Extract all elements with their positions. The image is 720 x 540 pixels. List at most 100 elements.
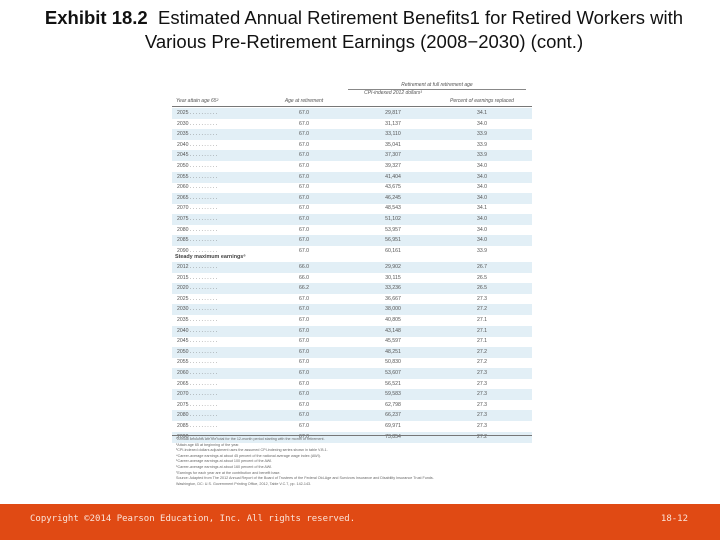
- row-year: 2035 . . . . . . . . . .: [177, 317, 218, 323]
- table-row: 2035 . . . . . . . . . . 67.0 40,805 27.1: [172, 315, 532, 326]
- row-percent: 27.2: [476, 433, 488, 440]
- row-percent: 27.3: [476, 391, 488, 398]
- row-age: 67.0: [298, 163, 310, 169]
- table-row: 2090 . . . . . . . . . . 67.0 60,161 33.9: [172, 246, 532, 257]
- row-percent: 27.3: [476, 401, 488, 408]
- row-percent: 34.1: [476, 205, 488, 212]
- table-row: 2055 . . . . . . . . . . 67.0 41,404 34.0: [172, 171, 532, 183]
- table-row: 2025 . . . . . . . . . . 67.0 36,667 27.3: [172, 294, 532, 305]
- table-row: 2050 . . . . . . . . . . 67.0 48,251 27.2: [172, 346, 532, 358]
- table-row: 2030 . . . . . . . . . . 67.0 38,000 27.2: [172, 304, 532, 316]
- row-year: 2070 . . . . . . . . . .: [177, 391, 218, 398]
- row-year: 2090 . . . . . . . . . .: [177, 247, 218, 254]
- row-age: 66.2: [298, 285, 310, 292]
- row-dollars: 39,327: [385, 163, 401, 169]
- row-dollars: 69,971: [385, 423, 401, 429]
- row-dollars: 51,102: [385, 216, 401, 222]
- col-header-percent: Percent of earnings replaced: [450, 98, 514, 104]
- row-dollars: 43,675: [385, 184, 401, 191]
- row-percent: 34.0: [476, 163, 488, 169]
- row-percent: 34.0: [476, 226, 488, 233]
- footer-rule: [172, 435, 532, 436]
- row-age: 67.0: [298, 226, 310, 233]
- row-percent: 33.9: [476, 152, 488, 159]
- row-percent: 34.1: [476, 110, 488, 116]
- row-age: 67.0: [298, 359, 310, 366]
- row-dollars: 53,957: [385, 226, 401, 233]
- footnote-line: ³CPI-indexed dollars adjustment uses the…: [176, 448, 328, 453]
- row-year: 2060 . . . . . . . . . .: [177, 370, 218, 376]
- row-percent: 34.0: [476, 237, 488, 244]
- table-row: 2080 . . . . . . . . . . 67.0 66,237 27.3: [172, 410, 532, 422]
- table-row: 2080 . . . . . . . . . . 67.0 53,957 34.0: [172, 225, 532, 236]
- row-dollars: 35,041: [385, 141, 401, 148]
- row-age: 67.0: [298, 141, 310, 148]
- row-percent: 27.2: [476, 348, 488, 355]
- row-year: 2080 . . . . . . . . . .: [177, 226, 218, 233]
- col-header-dollars: CPI-indexed 2012 dollars³: [364, 90, 422, 96]
- row-age: 67.0: [298, 317, 310, 323]
- header-rule: [172, 106, 532, 107]
- row-age: 67.0: [298, 110, 310, 116]
- row-age: 67.0: [298, 433, 310, 440]
- row-percent: 26.5: [476, 285, 488, 292]
- row-year: 2065 . . . . . . . . . .: [177, 380, 218, 387]
- row-year: 2075 . . . . . . . . . .: [177, 401, 218, 408]
- table-row: 2055 . . . . . . . . . . 67.0 50,830 27.2: [172, 357, 532, 368]
- footnote-line: ⁴Career-average earnings at about 45 per…: [176, 453, 321, 458]
- row-dollars: 30,115: [385, 274, 401, 281]
- row-percent: 27.1: [476, 327, 488, 334]
- row-year: 2045 . . . . . . . . . .: [177, 338, 218, 345]
- row-age: 67.0: [298, 173, 310, 180]
- footer-bar: [0, 504, 720, 540]
- row-percent: 33.9: [476, 247, 488, 254]
- row-year: 2040 . . . . . . . . . .: [177, 141, 218, 148]
- row-percent: 26.5: [476, 274, 488, 281]
- footnote-line: ⁵Career-average earnings at about 100 pe…: [176, 459, 273, 464]
- row-age: 67.0: [298, 247, 310, 254]
- row-year: 2025 . . . . . . . . . .: [177, 295, 218, 302]
- row-age: 67.0: [298, 194, 310, 201]
- row-percent: 34.0: [476, 184, 488, 191]
- table-row: 2090 . . . . . . . . . . 67.0 73,854 27.2: [172, 431, 532, 443]
- row-dollars: 60,161: [385, 247, 401, 254]
- row-age: 67.0: [298, 370, 310, 376]
- table-row: 2040 . . . . . . . . . . 67.0 35,041 33.9: [172, 140, 532, 151]
- row-year: 2080 . . . . . . . . . .: [177, 412, 218, 419]
- row-dollars: 37,307: [385, 152, 401, 159]
- table-row: 2075 . . . . . . . . . . 67.0 62,798 27.3: [172, 400, 532, 411]
- section-label-steady-max: Steady maximum earnings⁶: [175, 254, 246, 260]
- row-dollars: 33,110: [385, 131, 401, 138]
- table-row: 2085 . . . . . . . . . . 67.0 69,971 27.3: [172, 421, 532, 432]
- row-percent: 34.0: [476, 216, 488, 222]
- footnotes: ¹Annual amounts are the total for the 12…: [176, 437, 526, 487]
- table-row: 2035 . . . . . . . . . . 67.0 33,110 33.9: [172, 129, 532, 141]
- row-year: 2035 . . . . . . . . . .: [177, 131, 218, 138]
- row-year: 2055 . . . . . . . . . .: [177, 173, 218, 180]
- row-year: 2050 . . . . . . . . . .: [177, 348, 218, 355]
- row-percent: 27.3: [476, 370, 488, 376]
- row-age: 67.0: [298, 327, 310, 334]
- exhibit-title: Estimated Annual Retirement Benefits1 fo…: [144, 7, 684, 52]
- table-row: 2015 . . . . . . . . . . 66.0 30,115 26.5: [172, 273, 532, 284]
- footnote-line: ¹Annual amounts are the total for the 12…: [176, 437, 325, 441]
- row-age: 67.0: [298, 423, 310, 429]
- row-dollars: 40,805: [385, 317, 401, 323]
- table-row: 2040 . . . . . . . . . . 67.0 43,148 27.1: [172, 325, 532, 337]
- row-year: 2025 . . . . . . . . . .: [177, 110, 218, 116]
- footnote-line: Source: Adapted from The 2012 Annual Rep…: [176, 476, 434, 481]
- page-number: 18-12: [660, 514, 688, 524]
- row-age: 67.0: [298, 131, 310, 138]
- table-row: 2065 . . . . . . . . . . 67.0 56,521 27.3: [172, 379, 532, 390]
- row-year: 2015 . . . . . . . . . .: [177, 274, 218, 281]
- span-header: Retirement at full retirement age: [348, 82, 526, 90]
- row-dollars: 33,236: [385, 285, 401, 292]
- table-row: 2030 . . . . . . . . . . 67.0 31,137 34.0: [172, 119, 532, 130]
- row-dollars: 48,543: [385, 205, 401, 212]
- row-dollars: 48,251: [385, 348, 401, 355]
- table-row: 2020 . . . . . . . . . . 66.2 33,236 26.5: [172, 283, 532, 295]
- row-age: 67.0: [298, 391, 310, 398]
- row-age: 67.0: [298, 120, 310, 127]
- table-row: 2025 . . . . . . . . . . 67.0 29,817 34.1: [172, 108, 532, 119]
- row-percent: 27.1: [476, 338, 488, 345]
